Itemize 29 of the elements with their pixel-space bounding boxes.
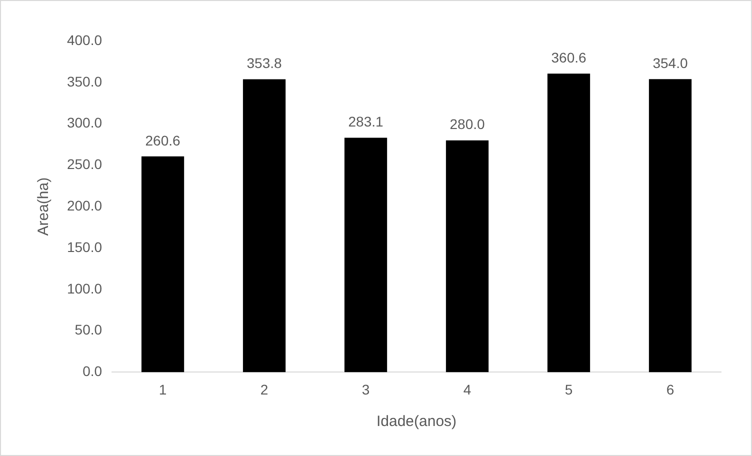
y-tick-label: 350.0 — [66, 73, 102, 90]
bar — [547, 74, 590, 372]
data-label: 360.6 — [551, 49, 586, 66]
bar — [446, 140, 489, 372]
data-label: 260.6 — [145, 132, 181, 148]
x-tick-label: 4 — [463, 381, 472, 398]
y-tick-label: 400.0 — [66, 32, 102, 48]
bar — [344, 138, 388, 372]
y-tick-label: 50.0 — [74, 322, 102, 338]
y-tick-label: 0.0 — [82, 363, 102, 380]
x-tick-label: 1 — [158, 381, 167, 398]
y-tick-label: 100.0 — [66, 280, 102, 296]
x-tick-label: 2 — [260, 381, 268, 398]
bar — [141, 156, 184, 372]
y-tick-label: 200.0 — [66, 197, 102, 214]
data-label: 283.1 — [348, 114, 384, 130]
y-tick-label: 250.0 — [66, 156, 102, 172]
y-axis-title: Area(ha) — [35, 177, 52, 236]
data-label: 280.0 — [450, 116, 485, 132]
bar — [648, 79, 692, 372]
x-axis-title: Idade(anos) — [376, 413, 457, 430]
y-tick-label: 300.0 — [66, 114, 102, 131]
x-tick-label: 6 — [666, 381, 674, 398]
data-label: 353.8 — [246, 55, 282, 72]
data-label: 354.0 — [652, 54, 688, 71]
x-tick-label: 3 — [362, 381, 370, 398]
x-tick-label: 5 — [564, 381, 573, 398]
bar — [242, 79, 286, 372]
y-tick-label: 150.0 — [66, 238, 102, 255]
